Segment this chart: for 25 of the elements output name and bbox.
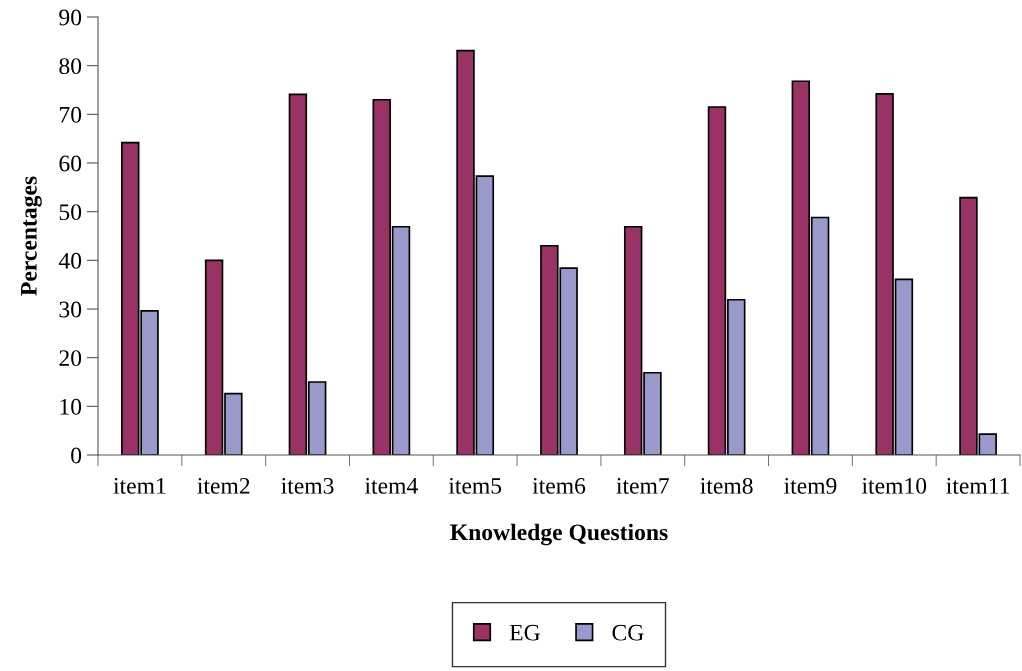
y-axis-title: Percentages <box>21 176 42 296</box>
y-tick-label: 10 <box>60 398 82 415</box>
x-tick-label: item6 <box>532 477 586 494</box>
legend-label: CG <box>612 624 644 641</box>
legend-label: EG <box>509 624 540 641</box>
y-tick-label: 80 <box>59 58 82 75</box>
x-tick-label: item4 <box>364 477 418 494</box>
x-tick-label: item1 <box>113 477 166 494</box>
y-tick-label: 70 <box>59 106 82 123</box>
x-tick-label: item9 <box>784 477 837 494</box>
x-tick-label: item10 <box>861 477 927 494</box>
y-tick-label: 40 <box>58 252 82 269</box>
y-tick-label: 60 <box>59 155 82 172</box>
x-tick-label: item3 <box>281 477 334 494</box>
y-tick-label: 90 <box>59 9 82 26</box>
y-tick-label: 0 <box>71 447 82 464</box>
x-tick-label: item5 <box>448 477 502 494</box>
x-axis-title: Knowledge Questions <box>450 523 668 546</box>
x-tick-label: item8 <box>700 477 753 494</box>
y-tick-label: 50 <box>59 204 82 221</box>
x-tick-label: item11 <box>946 477 1010 494</box>
x-tick-label: item7 <box>616 477 670 494</box>
x-tick-label: item2 <box>197 477 250 494</box>
y-tick-label: 30 <box>59 301 82 318</box>
y-tick-label: 20 <box>59 350 82 367</box>
